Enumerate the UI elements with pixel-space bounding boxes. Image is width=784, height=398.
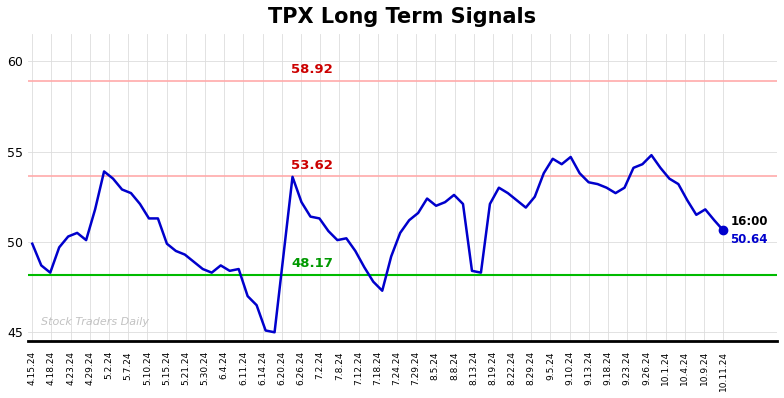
Text: 58.92: 58.92: [292, 63, 333, 76]
Text: Stock Traders Daily: Stock Traders Daily: [42, 317, 149, 327]
Text: 48.17: 48.17: [292, 258, 333, 271]
Title: TPX Long Term Signals: TPX Long Term Signals: [268, 7, 536, 27]
Text: 53.62: 53.62: [292, 159, 333, 172]
Text: 50.64: 50.64: [731, 233, 768, 246]
Text: 16:00: 16:00: [731, 215, 768, 228]
